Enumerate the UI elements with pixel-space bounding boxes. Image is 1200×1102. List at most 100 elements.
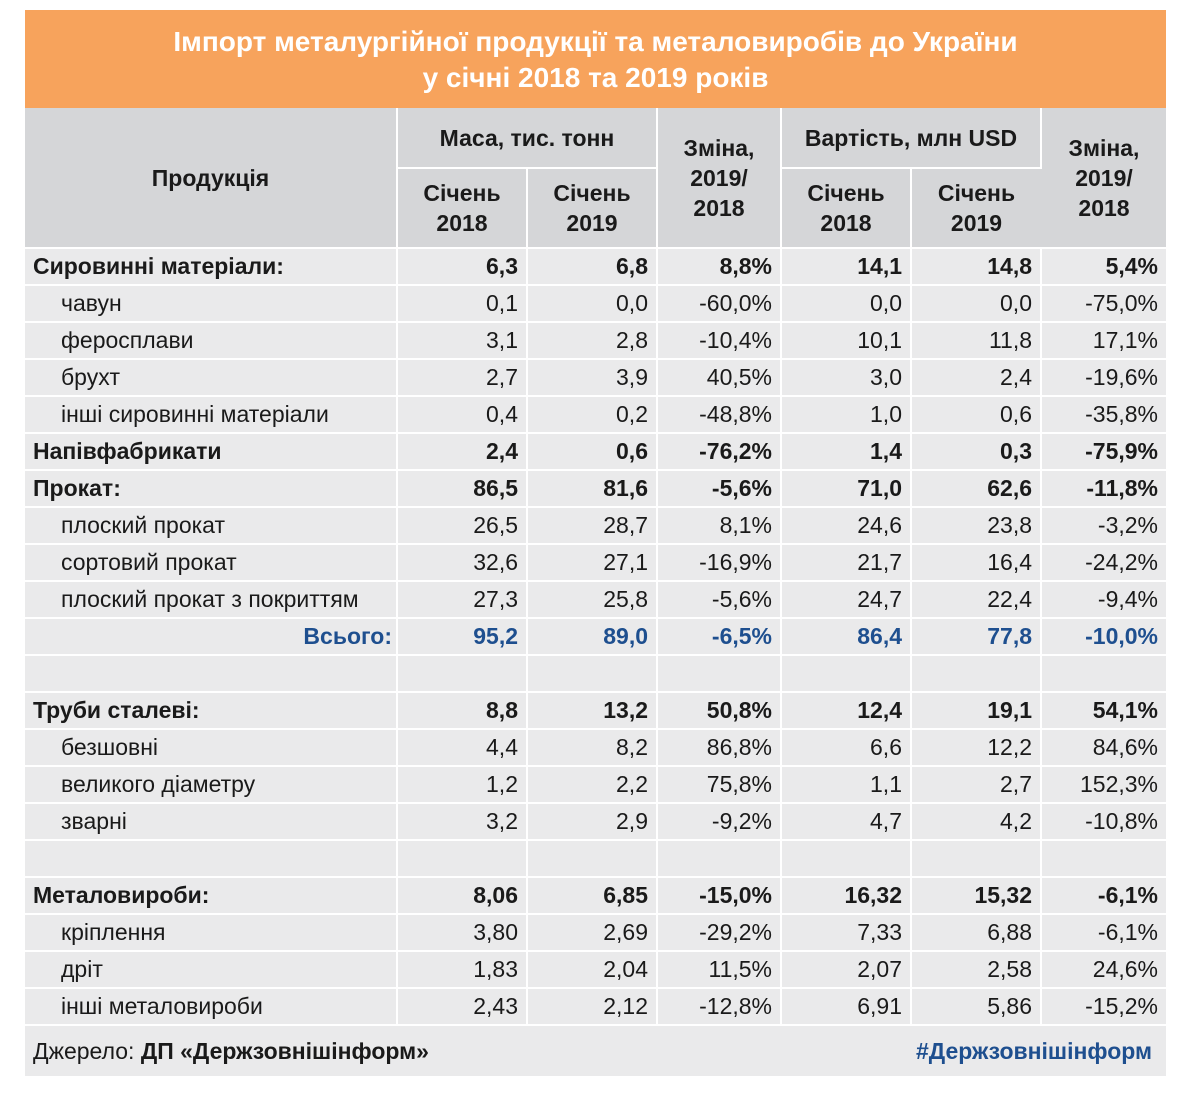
table-cell: 2,69	[527, 914, 658, 952]
table-cell: 6,91	[781, 988, 912, 1026]
table-cell: 6,8	[527, 248, 658, 286]
row-label: безшовні	[25, 729, 398, 767]
spacer-cell	[911, 655, 1042, 693]
table-cell: 2,4	[397, 433, 528, 471]
row-label: Прокат:	[25, 470, 398, 508]
table-cell: 8,8%	[657, 248, 782, 286]
table-cell: 3,2	[397, 803, 528, 841]
table-cell: 16,4	[911, 544, 1042, 582]
table-row: дріт 1,83 2,04 11,5% 2,07 2,58 24,6%	[25, 951, 1166, 989]
table-cell: 16,32	[781, 877, 912, 915]
table-cell: 2,07	[781, 951, 912, 989]
table-cell: -75,0%	[1041, 285, 1166, 323]
table-cell: 2,7	[397, 359, 528, 397]
header-mass-change: Зміна, 2019/2018	[657, 108, 782, 249]
table-cell: 8,2	[527, 729, 658, 767]
row-label: феросплави	[25, 322, 398, 360]
table-cell: 0,0	[781, 285, 912, 323]
table-cell: 1,1	[781, 766, 912, 804]
footer: Джерело: ДП «Держзовнішінформ» #Держзовн…	[25, 1026, 1166, 1076]
table-cell: -75,9%	[1041, 433, 1166, 471]
table-row: брухт 2,7 3,9 40,5% 3,0 2,4 -19,6%	[25, 359, 1166, 397]
row-label: Металовироби:	[25, 877, 398, 915]
table-cell: 3,1	[397, 322, 528, 360]
table-cell: 24,6%	[1041, 951, 1166, 989]
header-value-jan-2018: Січень 2018	[781, 168, 912, 249]
table-row: Всього: 95,2 89,0 -6,5% 86,4 77,8 -10,0%	[25, 618, 1166, 656]
table-cell: 84,6%	[1041, 729, 1166, 767]
table-cell: 24,7	[781, 581, 912, 619]
row-label: Напівфабрикати	[25, 433, 398, 471]
table-row: плоский прокат з покриттям 27,3 25,8 -5,6% 2…	[25, 581, 1166, 619]
row-label: сортовий прокат	[25, 544, 398, 582]
table-body: Сировинні матеріали: 6,3 6,8 8,8% 14,1 14,8 5,…	[25, 248, 1166, 1026]
table-cell: 1,4	[781, 433, 912, 471]
table-row: сортовий прокат 32,6 27,1 -16,9% 21,7 16,4 -24…	[25, 544, 1166, 582]
table-cell: 2,2	[527, 766, 658, 804]
table-cell: -6,1%	[1041, 914, 1166, 952]
table-cell: 152,3%	[1041, 766, 1166, 804]
table-cell: 86,5	[397, 470, 528, 508]
spacer-cell	[397, 655, 528, 693]
table-row: феросплави 3,1 2,8 -10,4% 10,1 11,8 17,1%	[25, 322, 1166, 360]
table-cell: 0,6	[527, 433, 658, 471]
table-cell: 71,0	[781, 470, 912, 508]
table-row: Напівфабрикати 2,4 0,6 -76,2% 1,4 0,3 -75,9%	[25, 433, 1166, 471]
table-cell: 1,2	[397, 766, 528, 804]
table-cell: 13,2	[527, 692, 658, 730]
table-cell: 2,8	[527, 322, 658, 360]
table-cell: 81,6	[527, 470, 658, 508]
table-row: безшовні 4,4 8,2 86,8% 6,6 12,2 84,6%	[25, 729, 1166, 767]
row-label: Всього:	[25, 618, 398, 656]
table-row: чавун 0,1 0,0 -60,0% 0,0 0,0 -75,0%	[25, 285, 1166, 323]
infographic: Імпорт металургійної продукції та метало…	[25, 10, 1166, 1076]
table-cell: -29,2%	[657, 914, 782, 952]
table-cell: -15,0%	[657, 877, 782, 915]
table-cell: -9,2%	[657, 803, 782, 841]
row-label: брухт	[25, 359, 398, 397]
row-label: дріт	[25, 951, 398, 989]
table-cell: -48,8%	[657, 396, 782, 434]
table-cell: 8,1%	[657, 507, 782, 545]
table-cell: -76,2%	[657, 433, 782, 471]
spacer-cell	[527, 840, 658, 878]
header-mass-jan-2019: Січень 2019	[527, 168, 658, 249]
table-cell: 77,8	[911, 618, 1042, 656]
table-row: Металовироби: 8,06 6,85 -15,0% 16,32 15,32 -6,…	[25, 877, 1166, 915]
header-value: Вартість, млн USD	[781, 108, 1042, 169]
table-cell: -5,6%	[657, 581, 782, 619]
table-cell: 0,3	[911, 433, 1042, 471]
table-cell: -10,8%	[1041, 803, 1166, 841]
table-cell: 8,06	[397, 877, 528, 915]
table-cell: 23,8	[911, 507, 1042, 545]
table-cell: 0,6	[911, 396, 1042, 434]
table-cell: -10,4%	[657, 322, 782, 360]
header-value-change: Зміна, 2019/2018	[1041, 108, 1166, 249]
table-cell: 6,6	[781, 729, 912, 767]
table-cell: 11,5%	[657, 951, 782, 989]
row-label: чавун	[25, 285, 398, 323]
table-cell: -9,4%	[1041, 581, 1166, 619]
table-cell: 19,1	[911, 692, 1042, 730]
title-banner: Імпорт металургійної продукції та метало…	[25, 10, 1166, 108]
table-row: Прокат: 86,5 81,6 -5,6% 71,0 62,6 -11,8%	[25, 470, 1166, 508]
table-cell: 32,6	[397, 544, 528, 582]
title-line-1: Імпорт металургійної продукції та метало…	[173, 26, 1018, 57]
spacer-row	[25, 840, 1166, 878]
header-mass-jan-2018: Січень 2018	[397, 168, 528, 249]
table-cell: -19,6%	[1041, 359, 1166, 397]
table-cell: -12,8%	[657, 988, 782, 1026]
source-note: Джерело: ДП «Держзовнішінформ»	[33, 1038, 429, 1065]
row-label: плоский прокат з покриттям	[25, 581, 398, 619]
table-cell: -15,2%	[1041, 988, 1166, 1026]
table-row: зварні 3,2 2,9 -9,2% 4,7 4,2 -10,8%	[25, 803, 1166, 841]
table-cell: 86,8%	[657, 729, 782, 767]
table-cell: -60,0%	[657, 285, 782, 323]
row-label: кріплення	[25, 914, 398, 952]
row-label: Труби сталеві:	[25, 692, 398, 730]
header-product: Продукція	[25, 108, 398, 249]
table-cell: 0,4	[397, 396, 528, 434]
table-cell: 62,6	[911, 470, 1042, 508]
table-cell: 6,85	[527, 877, 658, 915]
table-cell: 26,5	[397, 507, 528, 545]
